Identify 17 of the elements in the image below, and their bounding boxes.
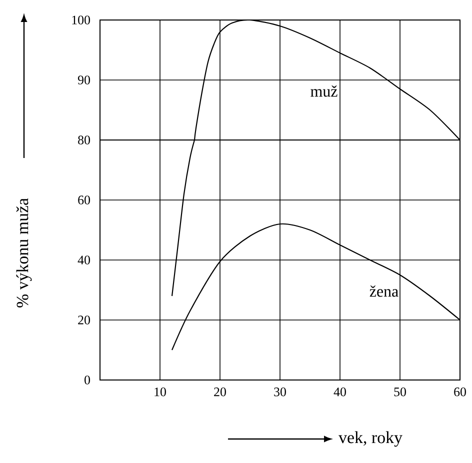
x-tick-label: 60 (454, 388, 466, 396)
series-label: muž (310, 86, 338, 97)
x-axis-title: vek, roky (338, 431, 402, 447)
x-tick-label: 10 (154, 388, 166, 396)
y-tick-label: 60 (78, 196, 90, 204)
x-tick-label: 30 (274, 388, 286, 396)
y-tick-label: 80 (78, 136, 90, 144)
x-tick-label: 20 (214, 388, 226, 396)
y-tick-label: 0 (84, 376, 90, 384)
y-tick-label: 40 (78, 256, 90, 264)
x-tick-label: 50 (394, 388, 406, 396)
y-axis-title: % výkonu muža (16, 198, 32, 308)
y-tick-label: 20 (78, 316, 90, 324)
x-tick-label: 40 (334, 388, 346, 396)
series-label: žena (370, 286, 398, 297)
y-tick-label: 100 (72, 16, 90, 24)
y-tick-label: 90 (78, 76, 90, 84)
